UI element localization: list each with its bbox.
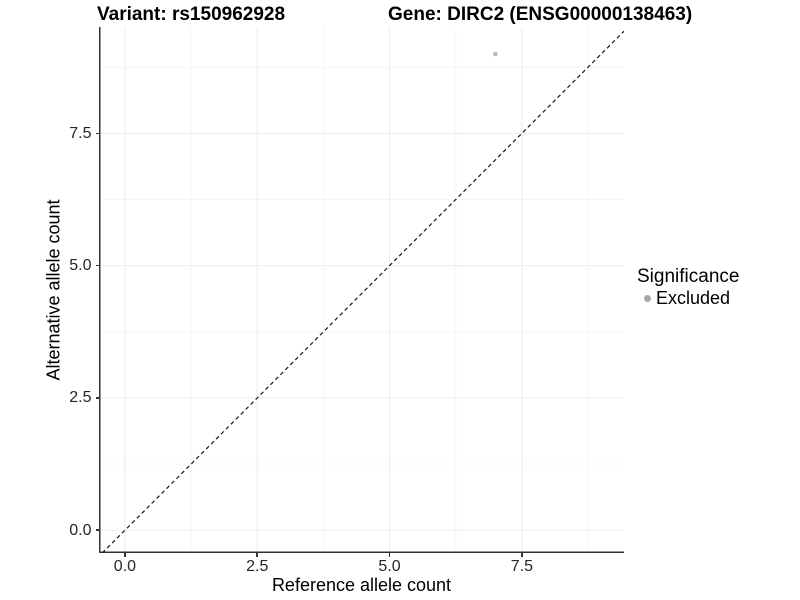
y-axis-tick-label: 2.5 <box>69 389 92 407</box>
y-axis-tick-label: 7.5 <box>69 124 92 142</box>
legend-item-excluded: Excluded <box>637 288 739 308</box>
y-axis-tick-label: 0.0 <box>69 521 92 539</box>
x-axis-tick <box>124 553 126 557</box>
legend-point-icon <box>644 294 651 302</box>
legend-title: Significance <box>637 266 740 287</box>
plot-title-variant: Variant: rs150962928 <box>97 4 286 25</box>
x-axis-title: Reference allele count <box>271 575 452 595</box>
x-axis-tick-label: 5.0 <box>378 558 401 575</box>
y-axis-title: Alternative allele count <box>43 199 64 381</box>
y-axis-tick-label: 5.0 <box>69 257 92 275</box>
y-axis-tick <box>95 264 99 267</box>
y-axis-tick <box>95 397 99 399</box>
plot-panel <box>99 27 624 553</box>
x-axis-tick <box>256 553 258 557</box>
x-axis-tick-label: 0.0 <box>113 558 137 575</box>
data-point <box>493 51 498 57</box>
plot-title-gene: Gene: DIRC2 (ENSG00000138463) <box>388 4 693 25</box>
x-axis-tick <box>521 553 523 557</box>
y-axis-tick <box>95 529 99 531</box>
x-axis-tick-label: 2.5 <box>246 558 269 575</box>
legend: Significance Excluded <box>637 266 739 308</box>
legend-item-label: Excluded <box>656 288 731 308</box>
y-axis-tick <box>95 132 99 135</box>
x-axis-tick-label: 7.5 <box>510 558 533 575</box>
x-axis-tick <box>388 553 391 557</box>
identity-reference-line <box>101 30 624 553</box>
plot-canvas <box>99 27 624 553</box>
